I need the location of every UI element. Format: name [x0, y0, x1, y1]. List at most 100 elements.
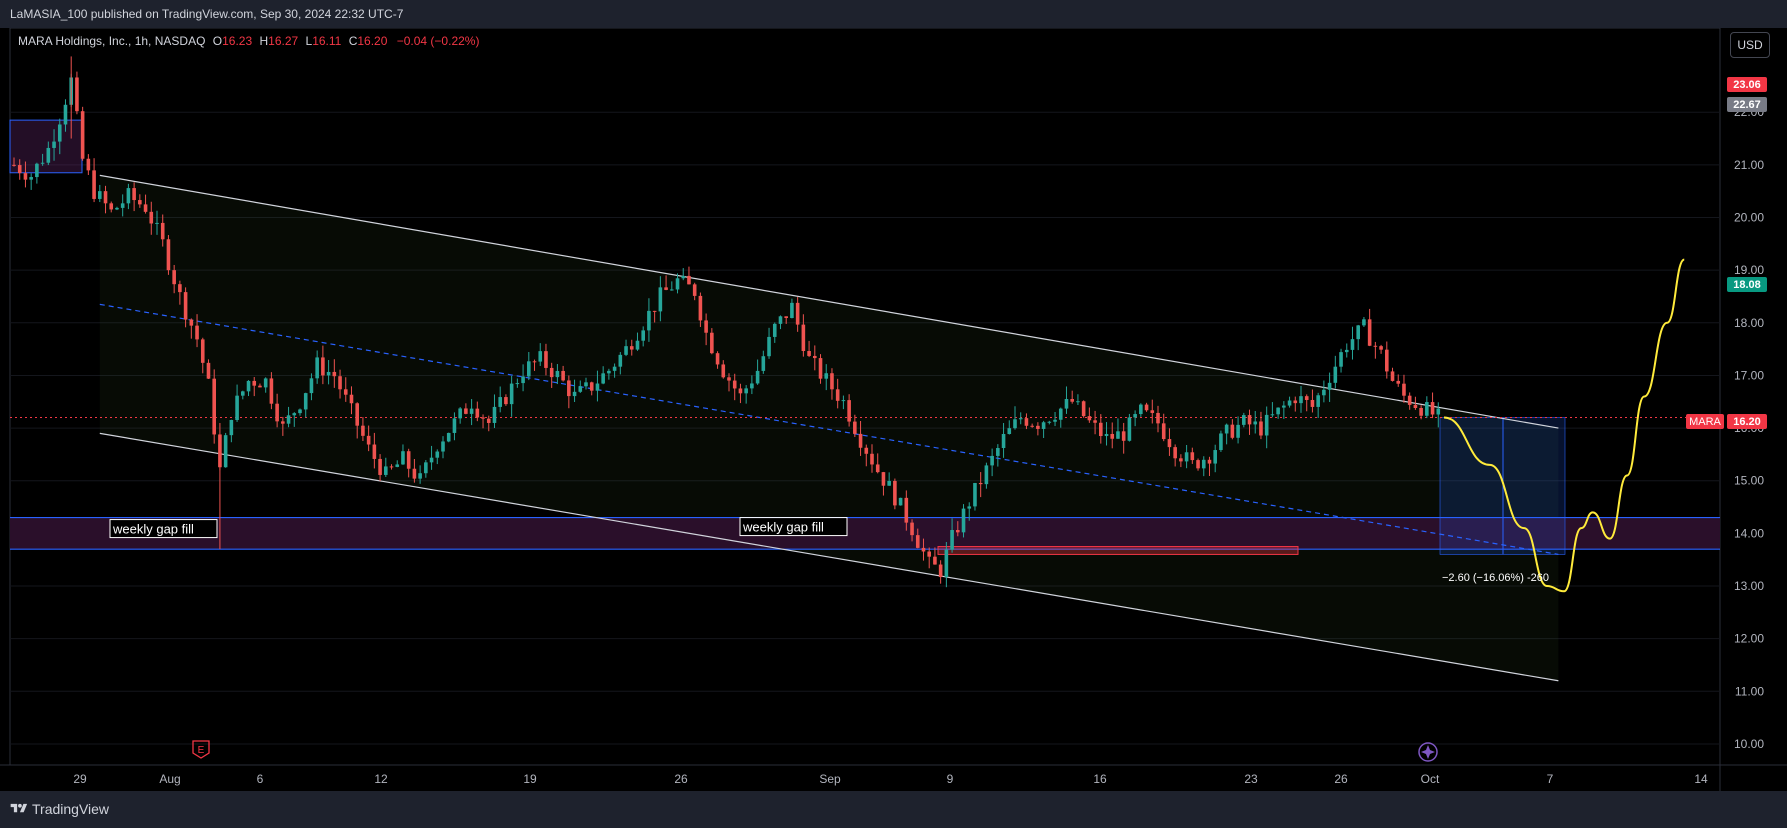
candle-body	[1287, 400, 1292, 406]
candle-body	[120, 203, 125, 208]
candle-body	[578, 386, 583, 392]
gap-label-1-text: weekly gap fill	[112, 522, 194, 537]
candle-body	[1121, 431, 1126, 441]
x-tick-label: 23	[1244, 772, 1258, 786]
candle-body	[778, 316, 783, 324]
candle-body	[893, 480, 897, 506]
price-chart[interactable]: weekly gap fill weekly gap fill −2.60 (−16…	[0, 27, 1787, 791]
candle-body	[1161, 423, 1166, 440]
chart-area[interactable]: weekly gap fill weekly gap fill −2.60 (−16…	[0, 27, 1787, 791]
x-tick-label: 16	[1093, 772, 1107, 786]
candle-body	[555, 370, 560, 378]
candle-body	[126, 188, 131, 204]
candle-body	[338, 376, 342, 390]
candle-body	[807, 351, 811, 356]
candle-body	[1179, 458, 1183, 462]
y-tick-label: 21.00	[1734, 158, 1764, 172]
candle-body	[469, 408, 474, 414]
candle-body	[252, 380, 257, 386]
candle-body	[1293, 400, 1298, 404]
candle-body	[229, 419, 234, 436]
candle-body	[755, 370, 760, 384]
candle-body	[1127, 417, 1132, 441]
candle-body	[549, 367, 554, 378]
candle-body	[978, 482, 983, 485]
candle-body	[418, 473, 422, 479]
candle-body	[401, 451, 405, 465]
candle-body	[824, 373, 829, 379]
candle-body	[1219, 433, 1223, 451]
candle-body	[286, 415, 291, 424]
price-badge-bg	[1727, 414, 1767, 429]
candle-body	[990, 455, 994, 466]
candle-body	[1076, 401, 1080, 403]
candle-body	[1362, 319, 1366, 326]
candle-body	[1007, 428, 1012, 435]
candle-body	[378, 458, 382, 475]
open-value: 16.23	[222, 34, 253, 48]
candle-body	[40, 162, 45, 164]
candle-body	[35, 163, 39, 178]
price-badge-value: 23.06	[1733, 79, 1761, 91]
candle-body	[624, 346, 628, 355]
gap-label-2-box	[739, 517, 848, 537]
candle-body	[761, 356, 766, 371]
currency-button[interactable]: USD	[1730, 32, 1770, 58]
candle-body	[172, 270, 176, 285]
candle-body	[92, 170, 96, 199]
candle-body	[910, 522, 914, 536]
candle-body	[629, 346, 634, 350]
candle-body	[332, 371, 337, 377]
candle-body	[1344, 349, 1349, 353]
candle-body	[515, 383, 520, 385]
candle-body	[950, 530, 954, 550]
candle-body	[29, 177, 33, 180]
candle-body	[1104, 433, 1109, 437]
candle-body	[858, 433, 863, 448]
x-tick-label: 12	[374, 772, 388, 786]
candle-body	[1230, 424, 1235, 438]
candle-body	[435, 451, 440, 458]
candle-body	[384, 466, 388, 475]
candle-body	[235, 395, 239, 420]
tradingview-logo-icon[interactable]	[10, 802, 28, 815]
y-tick-label: 14.00	[1734, 526, 1764, 540]
price-badge: 22.67	[1727, 97, 1767, 112]
candle-body	[361, 425, 365, 436]
candle-body	[635, 340, 640, 350]
earnings-letter: E	[198, 745, 205, 756]
high-label: H	[259, 34, 269, 48]
candle-body	[389, 466, 394, 468]
candle-body	[406, 451, 411, 469]
candle-body	[698, 295, 703, 321]
price-badge: 23.06	[1727, 77, 1767, 92]
candle-body	[178, 284, 182, 293]
candle-body	[813, 355, 817, 359]
candle-body	[1093, 420, 1097, 423]
candle-body	[241, 391, 245, 396]
candle-body	[750, 383, 754, 389]
candle-body	[687, 275, 691, 285]
event-star-ring	[1418, 742, 1438, 762]
candle-body	[1333, 366, 1338, 383]
event-star-glyph	[1421, 745, 1435, 759]
candle-body	[1184, 452, 1189, 462]
candle-body	[1356, 325, 1360, 340]
low-value: 16.11	[312, 34, 342, 48]
candle-body	[223, 435, 228, 468]
event-star-icon[interactable]	[1418, 742, 1438, 762]
x-tick-label: 7	[1547, 772, 1554, 786]
candle-body	[458, 408, 462, 419]
candle-body	[1070, 399, 1074, 402]
candle-body	[321, 357, 325, 376]
earnings-event-icon[interactable]: E	[192, 740, 210, 759]
candle-body	[1201, 459, 1206, 469]
candle-body	[275, 403, 279, 422]
candle-body	[63, 104, 68, 125]
candle-body	[75, 77, 79, 112]
candle-body	[1407, 395, 1412, 405]
candle-body	[23, 173, 28, 180]
brand-name[interactable]: TradingView	[32, 801, 110, 817]
candle-body	[281, 421, 285, 424]
candle-body	[1425, 402, 1429, 416]
